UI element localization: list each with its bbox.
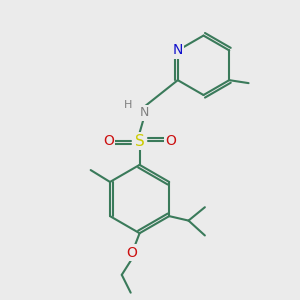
Text: H: H [124,100,132,110]
Text: O: O [165,134,176,148]
Text: N: N [140,106,149,119]
Text: O: O [103,134,114,148]
Text: N: N [172,44,183,57]
Text: S: S [135,134,145,148]
Text: O: O [127,245,138,260]
